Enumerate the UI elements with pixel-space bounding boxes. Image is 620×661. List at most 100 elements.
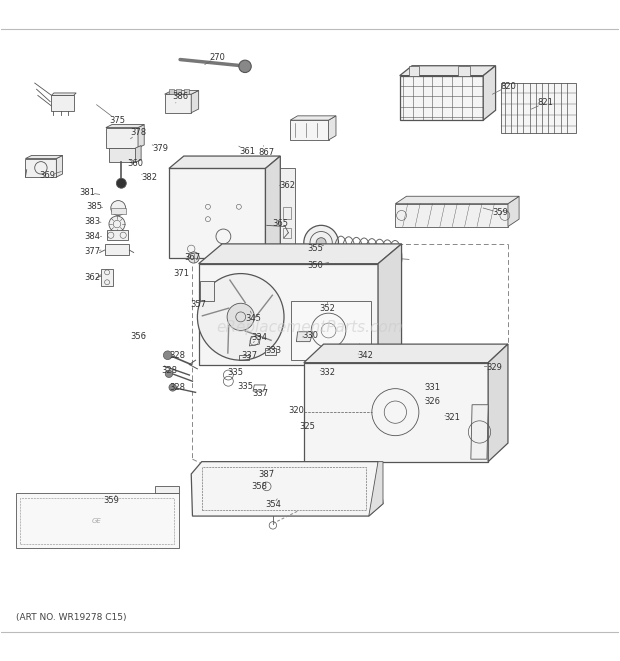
Text: 325: 325 — [299, 422, 315, 431]
Text: 328: 328 — [161, 366, 177, 375]
Circle shape — [188, 252, 199, 263]
Polygon shape — [265, 348, 276, 355]
Circle shape — [117, 178, 126, 188]
Polygon shape — [165, 91, 198, 94]
Polygon shape — [105, 244, 130, 255]
Polygon shape — [198, 264, 378, 364]
Text: 379: 379 — [153, 143, 168, 153]
Text: 334: 334 — [251, 333, 267, 342]
Polygon shape — [396, 204, 508, 227]
Text: 381: 381 — [79, 188, 95, 197]
Text: 360: 360 — [128, 159, 144, 168]
Text: 377: 377 — [84, 247, 100, 256]
Polygon shape — [400, 75, 483, 120]
Polygon shape — [138, 124, 144, 148]
Polygon shape — [169, 169, 265, 258]
Circle shape — [239, 60, 251, 73]
Text: eReplacementParts.com: eReplacementParts.com — [216, 320, 404, 335]
Polygon shape — [458, 65, 469, 75]
Polygon shape — [107, 230, 128, 240]
Text: 362: 362 — [279, 180, 295, 190]
Circle shape — [164, 351, 172, 360]
Text: 359: 359 — [103, 496, 119, 505]
Polygon shape — [304, 363, 488, 461]
Polygon shape — [409, 65, 419, 75]
Text: 330: 330 — [302, 331, 318, 340]
Text: 362: 362 — [84, 274, 100, 282]
Text: 387: 387 — [259, 469, 275, 479]
Text: 326: 326 — [425, 397, 440, 406]
Circle shape — [109, 216, 125, 232]
Polygon shape — [350, 350, 367, 360]
Text: 332: 332 — [319, 368, 335, 377]
Text: 383: 383 — [84, 217, 100, 226]
Text: 270: 270 — [210, 53, 225, 61]
Polygon shape — [290, 120, 329, 140]
Circle shape — [166, 370, 172, 377]
Text: 345: 345 — [245, 313, 261, 323]
Polygon shape — [296, 332, 313, 342]
Text: 321: 321 — [445, 412, 460, 422]
Polygon shape — [109, 148, 136, 162]
Text: 369: 369 — [40, 171, 56, 180]
Polygon shape — [51, 95, 74, 111]
Text: (ART NO. WR19278 C15): (ART NO. WR19278 C15) — [16, 613, 126, 623]
Polygon shape — [280, 169, 294, 245]
Circle shape — [227, 303, 254, 330]
Text: 385: 385 — [87, 202, 103, 212]
Text: 335: 335 — [237, 381, 253, 391]
Polygon shape — [165, 94, 191, 113]
Polygon shape — [500, 83, 576, 133]
Circle shape — [316, 238, 326, 248]
Circle shape — [111, 200, 126, 215]
Polygon shape — [136, 145, 141, 162]
Text: 320: 320 — [288, 407, 304, 415]
Polygon shape — [191, 461, 383, 516]
Text: 331: 331 — [425, 383, 440, 392]
Text: 354: 354 — [265, 500, 281, 510]
Polygon shape — [483, 65, 495, 120]
Text: 328: 328 — [169, 351, 185, 360]
Polygon shape — [56, 155, 63, 177]
Text: 361: 361 — [239, 147, 255, 155]
Polygon shape — [111, 208, 126, 214]
Text: 820: 820 — [500, 82, 516, 91]
Polygon shape — [265, 156, 280, 258]
Text: 867: 867 — [259, 148, 275, 157]
Polygon shape — [291, 301, 371, 360]
Polygon shape — [369, 461, 383, 516]
Text: 350: 350 — [307, 261, 323, 270]
Polygon shape — [400, 65, 495, 75]
Text: 355: 355 — [307, 245, 323, 253]
Circle shape — [304, 225, 339, 260]
Polygon shape — [378, 244, 402, 364]
Text: 337: 337 — [241, 351, 257, 360]
Polygon shape — [508, 196, 519, 227]
Polygon shape — [106, 124, 144, 128]
Text: 367: 367 — [184, 253, 200, 262]
Text: 371: 371 — [174, 269, 189, 278]
Polygon shape — [471, 405, 488, 459]
Text: 821: 821 — [537, 98, 553, 107]
Text: 384: 384 — [84, 232, 100, 241]
Polygon shape — [329, 116, 336, 140]
Polygon shape — [200, 281, 214, 301]
Polygon shape — [488, 344, 508, 461]
Polygon shape — [25, 155, 63, 159]
Text: 333: 333 — [265, 346, 281, 355]
Polygon shape — [106, 128, 138, 148]
Text: 352: 352 — [319, 304, 335, 313]
Text: 382: 382 — [141, 173, 157, 182]
Text: GE: GE — [92, 518, 102, 524]
Polygon shape — [191, 91, 198, 113]
Text: 359: 359 — [493, 208, 508, 217]
Text: 378: 378 — [130, 128, 146, 137]
Polygon shape — [315, 368, 327, 375]
Text: 375: 375 — [109, 116, 125, 125]
Polygon shape — [51, 93, 76, 95]
Text: 358: 358 — [251, 482, 267, 491]
Text: 357: 357 — [191, 300, 206, 309]
Circle shape — [197, 274, 284, 360]
Polygon shape — [101, 268, 113, 286]
Polygon shape — [304, 344, 508, 363]
